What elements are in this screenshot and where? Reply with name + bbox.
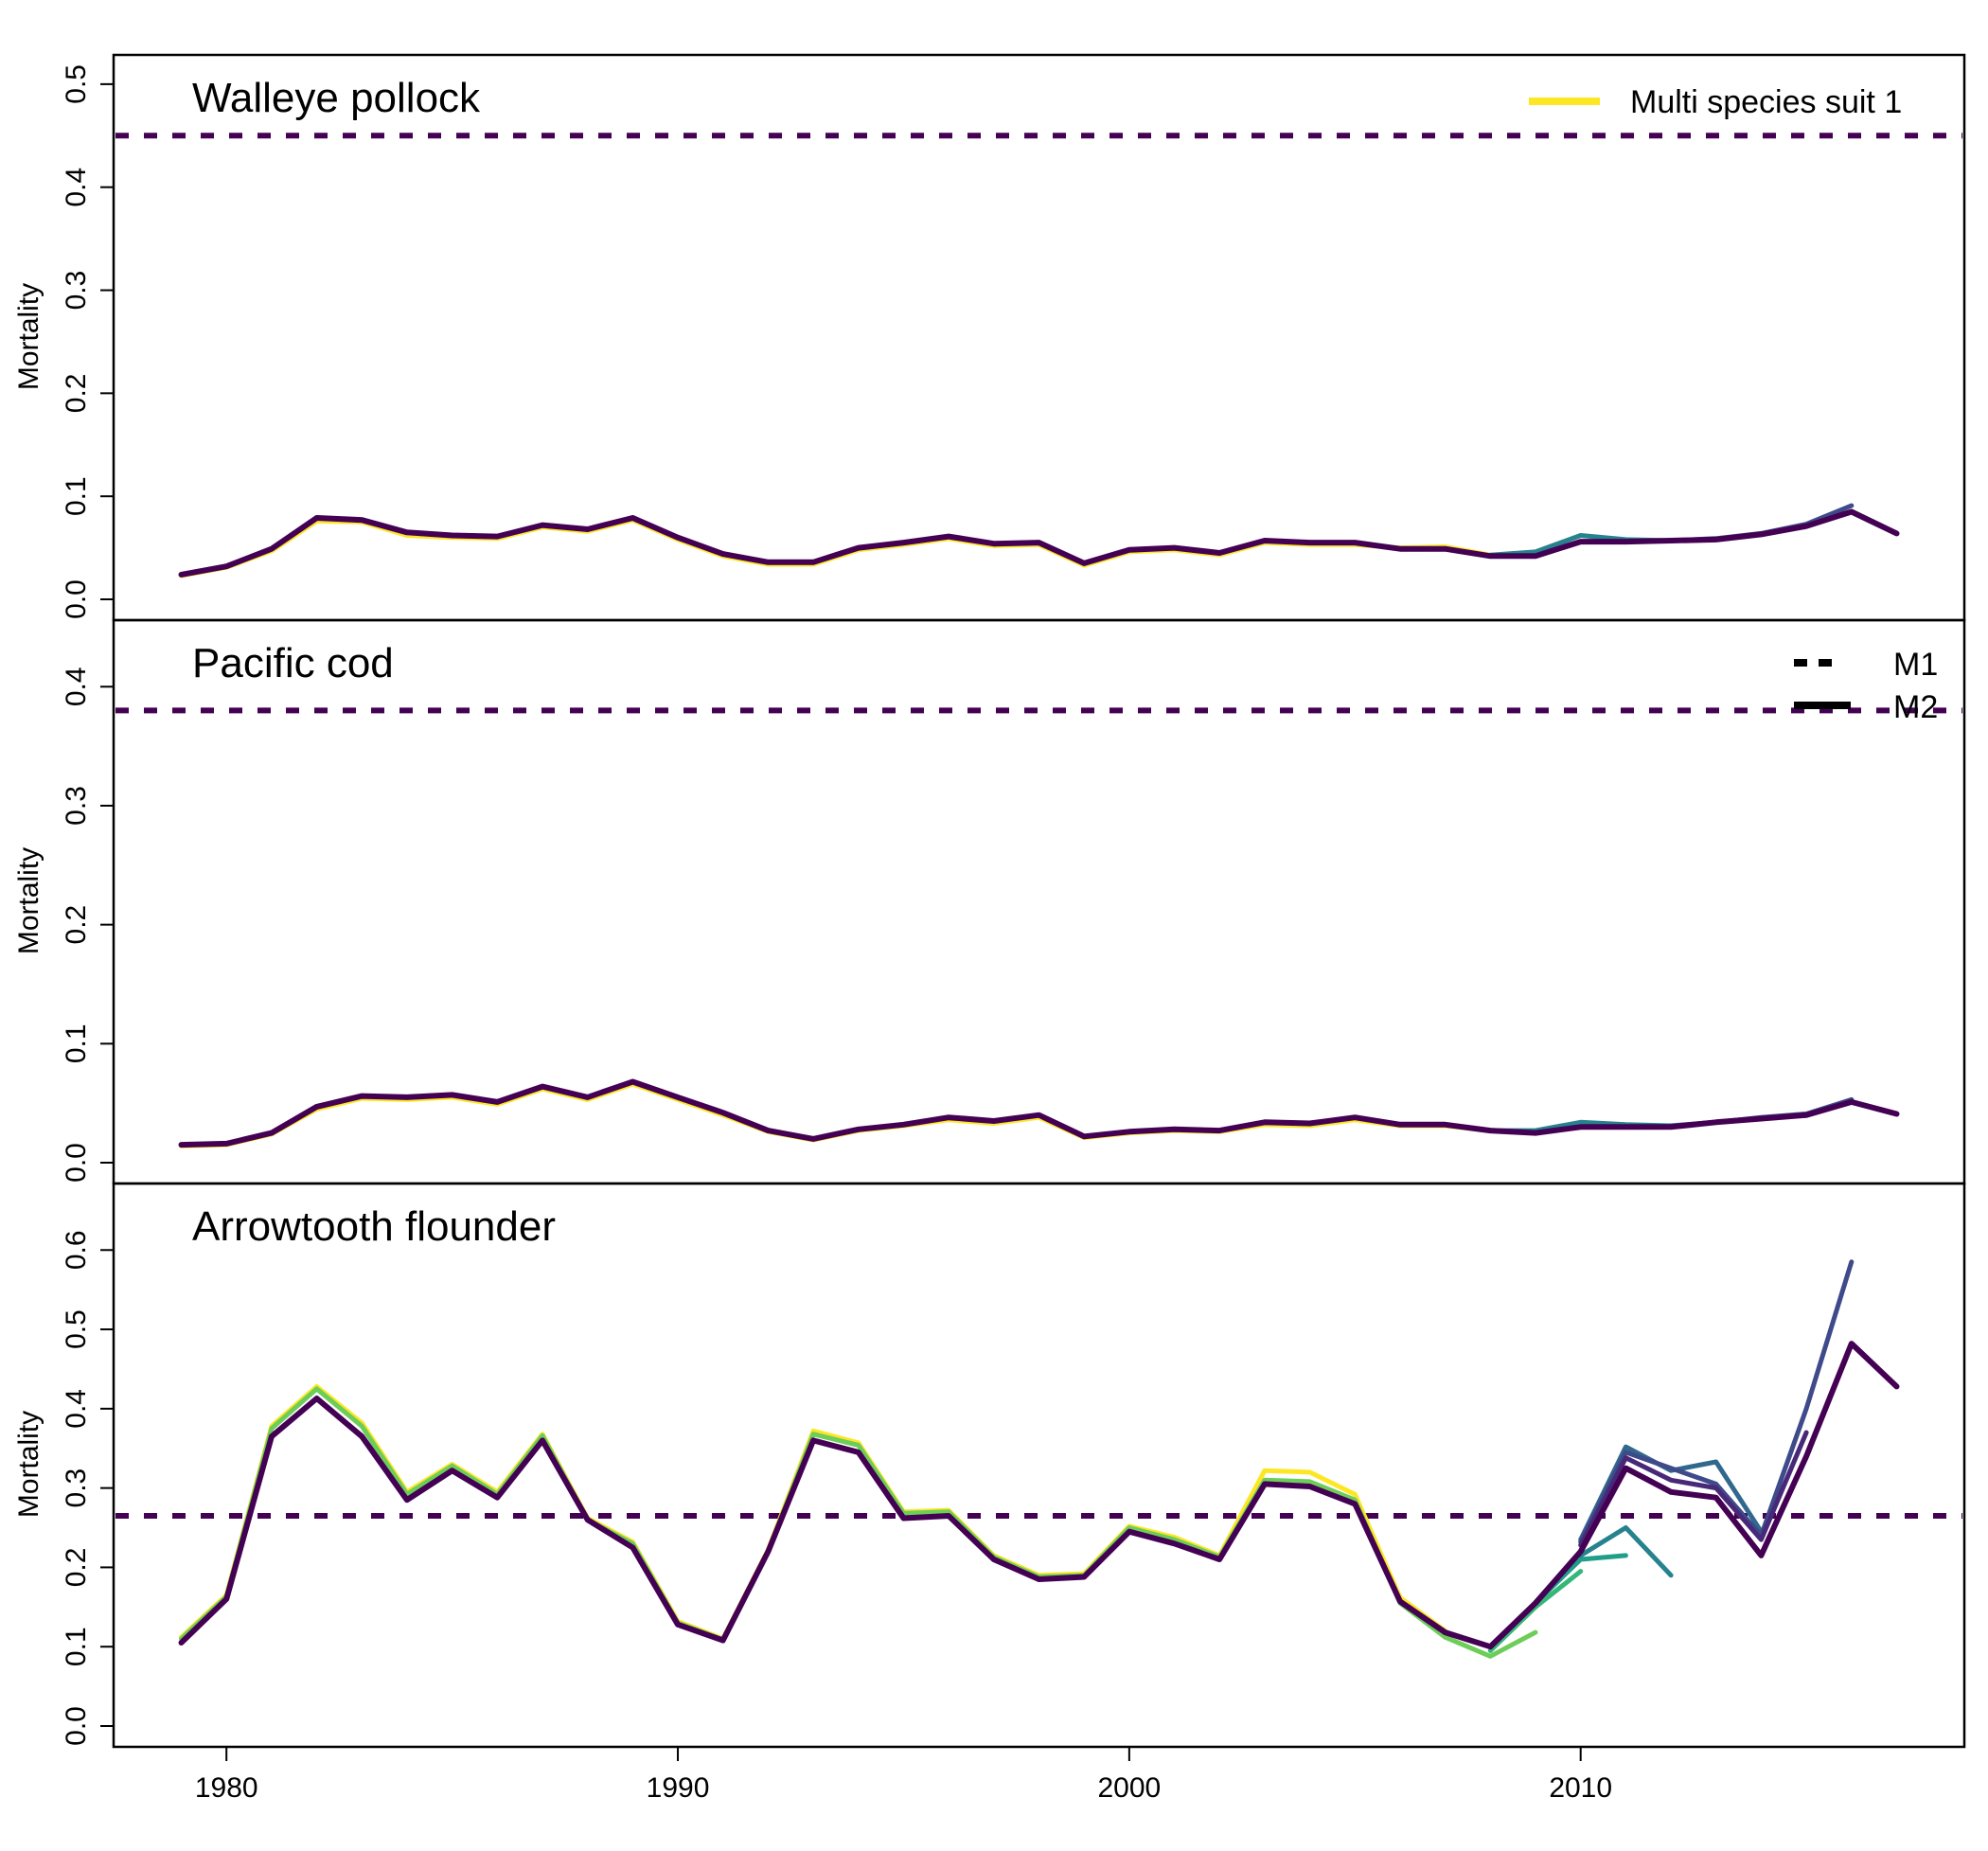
x-tick-label: 1990 — [647, 1772, 710, 1804]
x-tick-label: 2000 — [1097, 1772, 1161, 1804]
y-tick-label: 0.4 — [61, 667, 92, 706]
series-line — [1487, 533, 1674, 558]
y-tick-label: 0.2 — [61, 1548, 92, 1588]
y-tick-label: 0.2 — [61, 905, 92, 945]
series-line — [1487, 1569, 1584, 1653]
series-line — [178, 1341, 1900, 1650]
series-line — [179, 517, 1493, 578]
legend-label: Multi species suit 1 — [1630, 84, 1902, 120]
y-tick-label: 0.1 — [61, 1023, 92, 1063]
x-tick-label: 2010 — [1549, 1772, 1612, 1804]
series-line — [179, 1386, 1538, 1659]
y-tick-label: 0.4 — [61, 168, 92, 207]
y-tick-label: 0.3 — [61, 1468, 92, 1508]
y-tick-label: 0.1 — [61, 1627, 92, 1666]
panel-title: Arrowtooth flounder — [192, 1203, 556, 1250]
y-tick-label: 0.5 — [61, 64, 92, 104]
y-tick-label: 0.3 — [61, 786, 92, 826]
y-tick-label: 0.4 — [61, 1389, 92, 1429]
panel-title: Walleye pollock — [192, 75, 481, 121]
series-line — [1578, 1259, 1855, 1545]
y-tick-label: 0.0 — [61, 1143, 92, 1183]
y-tick-label: 0.6 — [61, 1230, 92, 1270]
series-line — [1578, 1430, 1809, 1548]
panel-title: Pacific cod — [192, 640, 394, 686]
panel-frame — [112, 1182, 1966, 1749]
y-tick-label: 0.0 — [61, 1706, 92, 1746]
y-tick-label: 0.1 — [61, 476, 92, 516]
legend-label: M2 — [1893, 689, 1938, 725]
legend-label: M1 — [1893, 647, 1938, 683]
y-tick-label: 0.5 — [61, 1309, 92, 1349]
y-axis-label: Mortality — [13, 1411, 44, 1518]
series-line — [178, 508, 1900, 578]
panel-frame — [112, 53, 1966, 622]
y-axis-label: Mortality — [13, 847, 44, 954]
series-line — [179, 1383, 1448, 1642]
y-tick-label: 0.3 — [61, 271, 92, 311]
y-axis-label: Mortality — [13, 283, 44, 390]
y-tick-label: 0.0 — [61, 579, 92, 619]
series-line — [178, 1078, 1900, 1148]
y-tick-label: 0.2 — [61, 373, 92, 413]
series-line — [1578, 1525, 1674, 1578]
x-tick-label: 1980 — [195, 1772, 258, 1804]
